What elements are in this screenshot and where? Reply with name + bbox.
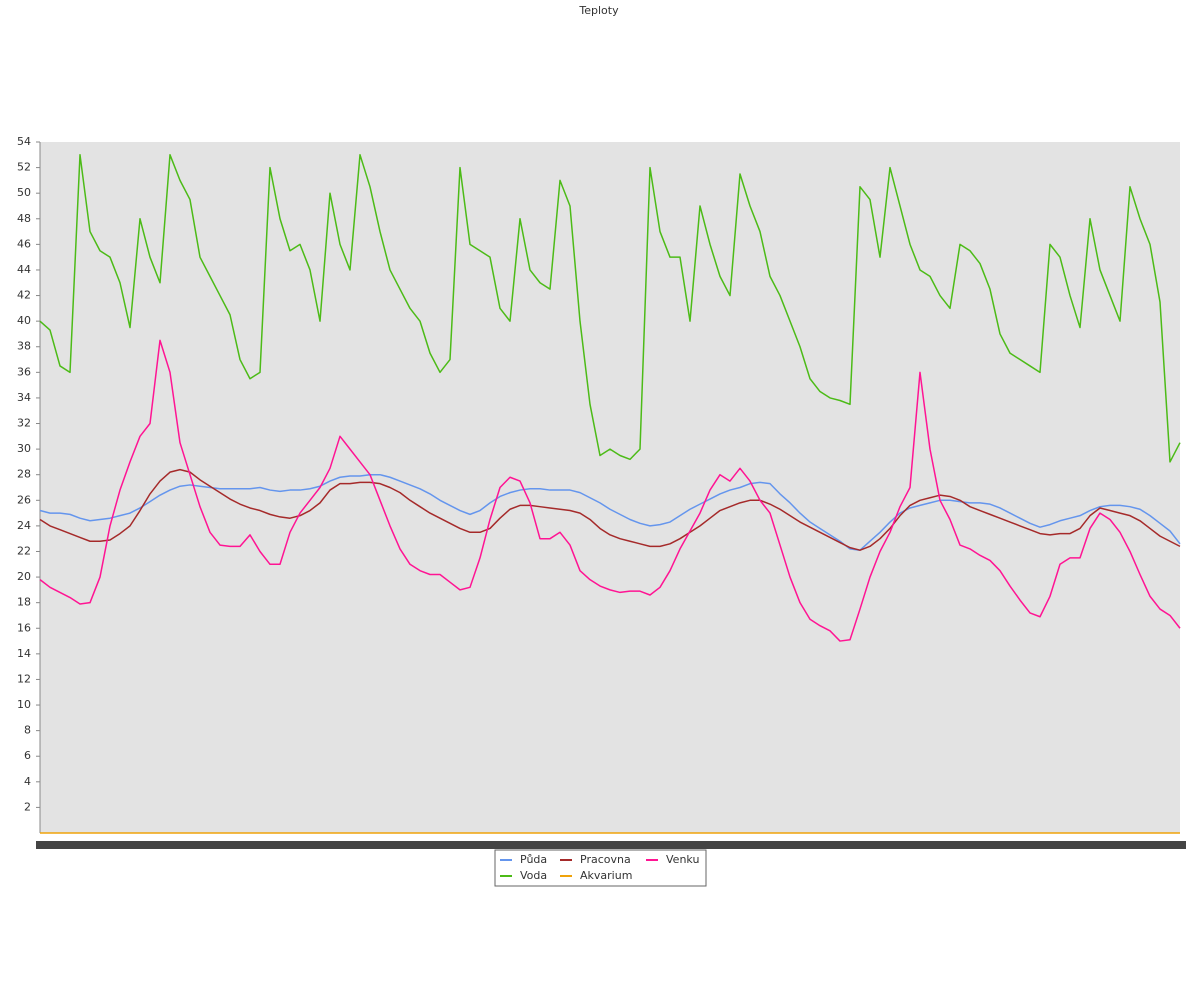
series-line (39, 473, 1181, 551)
series-line (39, 154, 1181, 463)
y-tick-label: 10 (17, 698, 31, 711)
series-line (39, 339, 1181, 642)
y-tick-label: 42 (17, 289, 31, 302)
y-tick-label: 28 (17, 468, 31, 481)
y-tick-label: 44 (17, 263, 31, 276)
series-line (39, 468, 1181, 551)
y-tick-label: 30 (17, 442, 31, 455)
y-tick-label: 34 (17, 391, 31, 404)
legend-label: Venku (666, 853, 699, 866)
legend-label: Voda (520, 869, 547, 882)
y-tick-label: 8 (24, 724, 31, 737)
x-axis-labels-band (36, 841, 1186, 849)
y-tick-label: 6 (24, 749, 31, 762)
y-tick-label: 22 (17, 544, 31, 557)
y-tick-label: 40 (17, 314, 31, 327)
y-tick-label: 16 (17, 621, 31, 634)
y-tick-label: 12 (17, 672, 31, 685)
plot-area (40, 142, 1180, 833)
y-tick-label: 2 (24, 800, 31, 813)
y-tick-label: 54 (17, 135, 31, 148)
y-tick-label: 26 (17, 493, 31, 506)
y-tick-label: 48 (17, 212, 31, 225)
y-tick-label: 20 (17, 570, 31, 583)
plot: 2468101214161820222426283032343638404244… (17, 135, 1181, 834)
y-tick-label: 18 (17, 596, 31, 609)
legend-label: Půda (520, 853, 547, 866)
y-tick-label: 24 (17, 519, 31, 532)
legend-label: Pracovna (580, 853, 631, 866)
legend (494, 849, 707, 887)
legend-label: Akvarium (580, 869, 632, 882)
y-tick-label: 4 (24, 775, 31, 788)
legend-items: Půda Pracovna Venku Voda Akvarium (500, 853, 699, 882)
y-tick-label: 52 (17, 161, 31, 174)
y-tick-label: 14 (17, 647, 31, 660)
y-tick-label: 36 (17, 365, 31, 378)
y-tick-label: 38 (17, 340, 31, 353)
y-tick-label: 50 (17, 186, 31, 199)
y-tick-label: 46 (17, 237, 31, 250)
chart-title: Teploty (578, 4, 619, 17)
y-tick-label: 32 (17, 417, 31, 430)
